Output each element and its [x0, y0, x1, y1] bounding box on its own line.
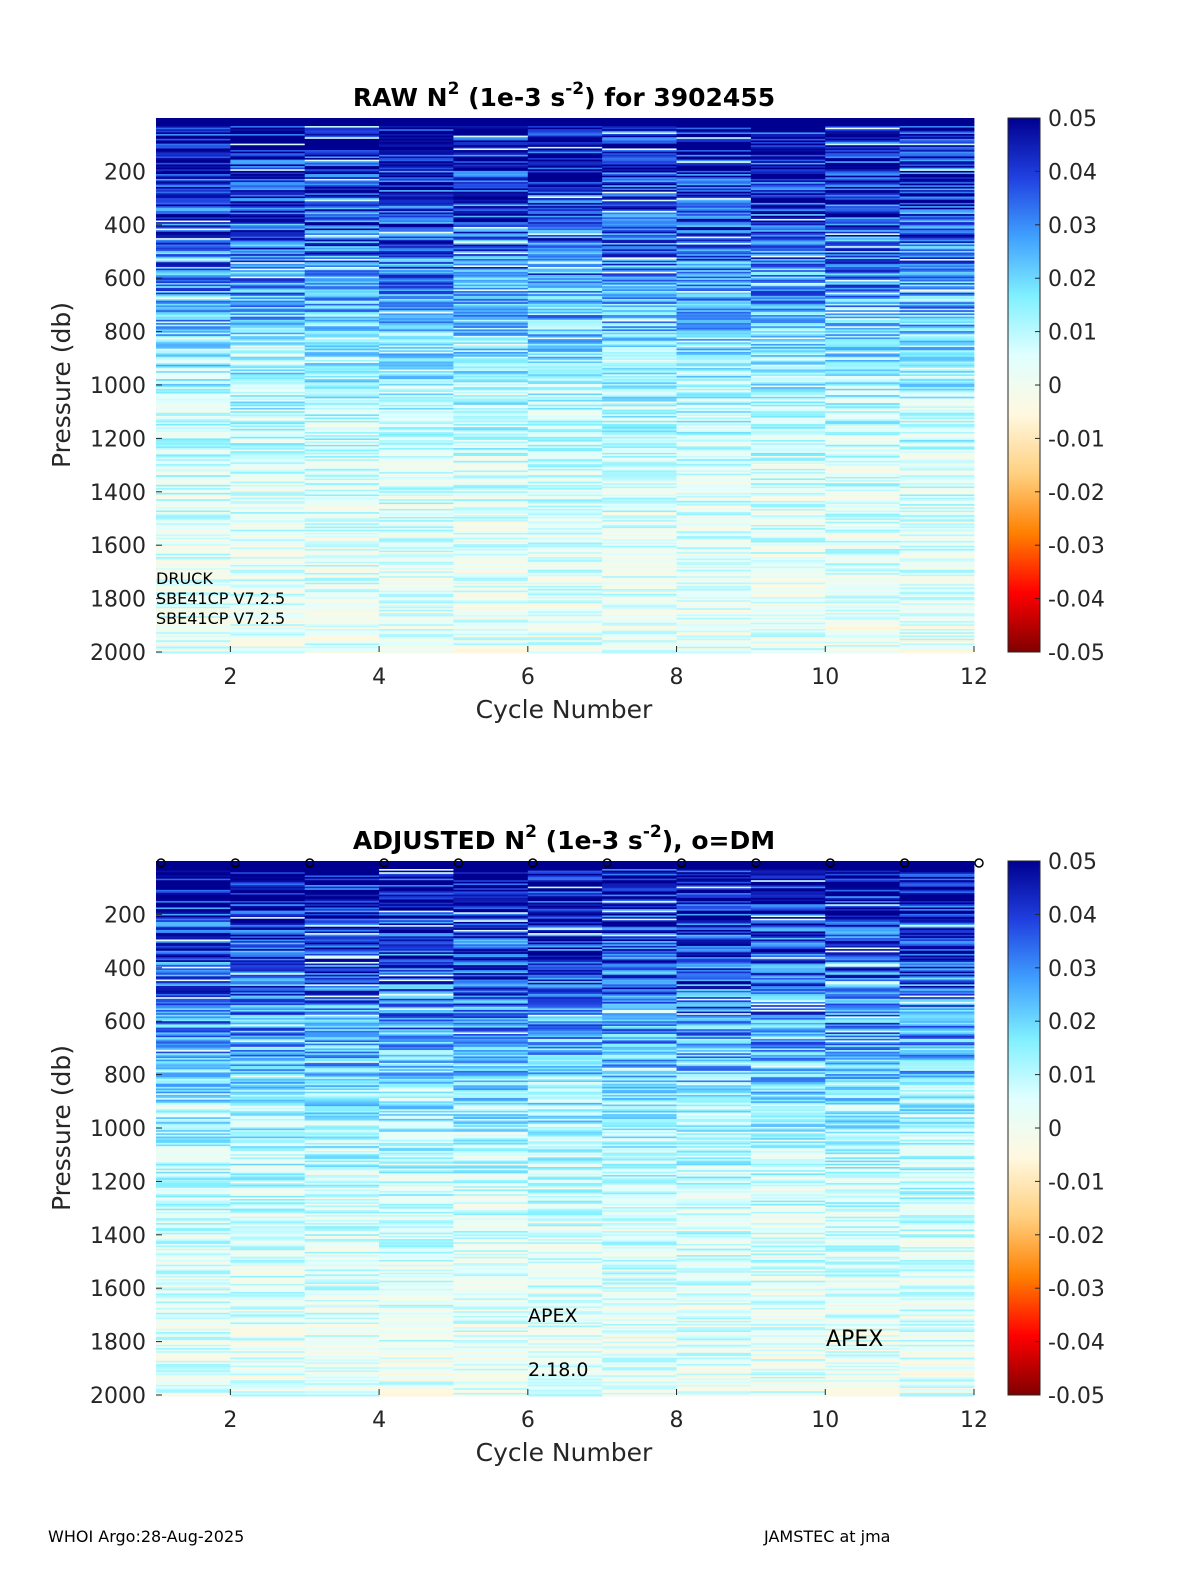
raw-x-tick-label: 6 [521, 665, 535, 690]
adjusted-panel-title: ADJUSTED N2 (1e-3 s-2), o=DM [353, 822, 775, 855]
raw-cycle-column [900, 118, 975, 653]
raw-cycle-column [677, 118, 752, 653]
raw-x-tick-label: 12 [960, 665, 988, 690]
raw-cell [156, 651, 231, 653]
raw-colorbar-tick-label: 0.04 [1048, 160, 1097, 185]
raw-colorbar-tick-label: -0.04 [1048, 588, 1105, 613]
raw-cycle-column [453, 118, 528, 653]
raw-colorbar-tick-label: 0.03 [1048, 214, 1097, 239]
raw-colorbar-tick-label: -0.03 [1048, 534, 1105, 559]
raw-annotation-sbe1: SBE41CP V7.2.5 [156, 589, 285, 608]
raw-cell [900, 651, 975, 653]
raw-cell [825, 651, 900, 653]
raw-cell [677, 651, 752, 653]
raw-x-tick-label: 4 [372, 665, 386, 690]
raw-y-tick-label: 1200 [90, 427, 146, 452]
raw-colorbar-tick-label: 0.02 [1048, 267, 1097, 292]
raw-colorbar-tick-label: 0.05 [1048, 107, 1097, 132]
raw-cycle-column [379, 118, 454, 653]
raw-cycle-column [751, 118, 826, 653]
raw-cycle-column [230, 118, 305, 653]
raw-y-tick-label: 600 [104, 267, 146, 292]
raw-cell [751, 651, 826, 653]
raw-cell [379, 651, 454, 653]
raw-y-tick-label: 2000 [90, 641, 146, 666]
raw-y-tick-label: 200 [104, 160, 146, 185]
raw-colorbar-tick-label: 0.01 [1048, 321, 1097, 346]
raw-cell [453, 651, 528, 653]
raw-x-tick-label: 8 [670, 665, 684, 690]
adjusted-cell [230, 1394, 305, 1396]
adjusted-cycle-column [305, 861, 380, 1396]
raw-y-tick-label: 800 [104, 321, 146, 346]
adjusted-cycle-column [156, 861, 231, 1396]
raw-y-tick-label: 1600 [90, 534, 146, 559]
raw-y-tick-label: 1400 [90, 481, 146, 506]
raw-cycle-column [602, 118, 677, 653]
adjusted-cell [156, 1394, 231, 1396]
raw-colorbar-tick-label: -0.01 [1048, 427, 1105, 452]
raw-cell [602, 651, 677, 653]
raw-y-axis-label: Pressure (db) [47, 302, 76, 468]
raw-panel-title: RAW N2 (1e-3 s-2) for 3902455 [353, 79, 775, 112]
raw-cycle-column [305, 118, 380, 653]
raw-cycle-column [528, 118, 603, 653]
raw-colorbar-tick-label: -0.05 [1048, 641, 1105, 666]
adjusted-cycle-column [230, 861, 305, 1396]
raw-x-axis-label: Cycle Number [476, 695, 653, 724]
raw-cell [305, 651, 380, 653]
raw-colorbar-tick-label: -0.02 [1048, 481, 1105, 506]
raw-n2-panel: RAW N2 (1e-3 s-2) for 3902455 2 4 6 8 10 12 2… [47, 79, 1105, 724]
raw-cell [528, 651, 603, 653]
raw-annotation-druck: DRUCK [156, 569, 213, 588]
raw-colorbar-tick-label: 0 [1048, 374, 1062, 399]
raw-x-tick-label: 2 [223, 665, 237, 690]
raw-cell [230, 651, 305, 653]
raw-colorbar: 0.05 0.04 0.03 0.02 0.01 0 -0.01 -0.02 -0.03 -0.0… [1008, 107, 1105, 666]
raw-y-tick-label: 400 [104, 214, 146, 239]
adjusted-cycle-column [379, 861, 454, 1396]
raw-heatmap [156, 118, 974, 653]
raw-x-tick-label: 10 [811, 665, 839, 690]
raw-y-tick-label: 1800 [90, 588, 146, 613]
raw-cycle-column [825, 118, 900, 653]
raw-y-ticks: 200 400 600 800 1000 1200 1400 1600 1800 2000 [90, 160, 162, 666]
raw-y-tick-label: 1000 [90, 374, 146, 399]
adjusted-cell [305, 1394, 380, 1396]
raw-annotation-sbe2: SBE41CP V7.2.5 [156, 609, 285, 628]
